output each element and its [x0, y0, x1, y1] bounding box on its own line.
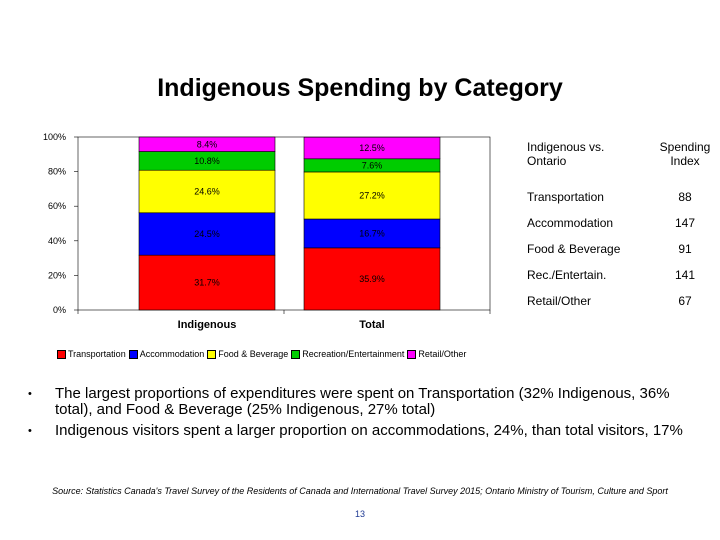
bullet-dot-icon: • [28, 388, 32, 400]
y-tick-label: 60% [48, 201, 66, 211]
legend-label: Food & Beverage [218, 349, 289, 359]
table-header-right: Spending Index [659, 140, 711, 168]
legend-item: Accommodation [128, 349, 205, 359]
page-number: 13 [354, 509, 365, 519]
bullet-text: Indigenous visitors spent a larger propo… [55, 422, 683, 439]
row-value: 67 [678, 294, 692, 308]
x-category-label: Indigenous [178, 319, 237, 331]
bar-segment [303, 136, 441, 160]
row-label: Rec./Entertain. [527, 268, 607, 282]
legend-swatch [128, 349, 138, 359]
source-note: Source: Statistics Canada's Travel Surve… [52, 486, 668, 496]
legend-label: Transportation [68, 349, 126, 359]
legend-item: Transportation [57, 349, 126, 359]
spending-index-table: Indigenous vs. Ontario Spending Index Tr… [513, 136, 720, 314]
bar-segment [303, 218, 441, 249]
table-row: Food & Beverage 91 [513, 236, 720, 262]
table-row: Accommodation 147 [513, 210, 720, 236]
legend-swatch [291, 349, 301, 359]
row-label: Food & Beverage [527, 242, 621, 256]
x-category-label: Total [359, 319, 384, 331]
data-label: 24.6% [194, 186, 220, 196]
y-tick-label: 0% [53, 305, 66, 315]
legend-item: Retail/Other [407, 349, 466, 359]
row-value: 141 [674, 268, 696, 282]
legend-swatch [207, 349, 217, 359]
data-label: 7.6% [362, 160, 383, 170]
legend-item: Food & Beverage [207, 349, 288, 359]
row-value: 91 [678, 242, 692, 256]
data-label: 10.8% [194, 156, 220, 166]
data-label: 12.5% [359, 143, 385, 153]
bar-segment [303, 171, 441, 220]
data-label: 31.7% [194, 278, 220, 288]
row-label: Retail/Other [527, 294, 592, 308]
row-label: Transportation [527, 190, 604, 204]
bar-segment [303, 247, 441, 311]
bullet-item: • Indigenous visitors spent a larger pro… [25, 423, 705, 439]
y-tick-label: 100% [43, 132, 66, 142]
bar-segment [138, 169, 276, 214]
y-tick-label: 20% [48, 270, 66, 280]
bar-segment [138, 254, 276, 311]
data-label: 24.5% [194, 229, 220, 239]
row-value: 147 [674, 216, 696, 230]
bullet-text: The largest proportions of expenditures … [55, 385, 670, 418]
data-label: 35.9% [359, 274, 385, 284]
legend-item: Recreation/Entertainment [291, 349, 404, 359]
data-label: 8.4% [197, 139, 218, 149]
chart-legend: Transportation Accommodation Food & Bevera… [57, 349, 469, 359]
bullet-item: • The largest proportions of expenditure… [25, 386, 705, 418]
table-row: Retail/Other 67 [513, 288, 720, 314]
table-header-row: Indigenous vs. Ontario Spending Index [513, 136, 720, 184]
legend-label: Recreation/Entertainment [302, 349, 405, 359]
row-label: Accommodation [527, 216, 614, 230]
table-row: Rec./Entertain. 141 [513, 262, 720, 288]
data-label: 16.7% [359, 228, 385, 238]
bar-segment [138, 212, 276, 256]
stacked-bar-chart: 0% 20% 40% 60% 80% 100% 31.7% 24.5% 24.6% 10.8% 8.… [43, 132, 491, 331]
bullet-dot-icon: • [28, 425, 32, 437]
legend-label: Accommodation [139, 349, 205, 359]
legend-swatch [57, 349, 66, 359]
data-label: 27.2% [359, 190, 385, 200]
chart-title: Indigenous Spending by Category [157, 74, 563, 102]
y-tick-label: 80% [48, 167, 66, 177]
bar-segment [138, 136, 276, 152]
legend-label: Retail/Other [418, 349, 467, 359]
legend-swatch [407, 349, 417, 359]
table-row: Transportation 88 [513, 184, 720, 210]
bullet-list: • The largest proportions of expenditure… [25, 386, 705, 444]
row-value: 88 [678, 190, 692, 204]
y-tick-label: 40% [48, 236, 66, 246]
table-header-left: Indigenous vs. Ontario [527, 140, 605, 168]
